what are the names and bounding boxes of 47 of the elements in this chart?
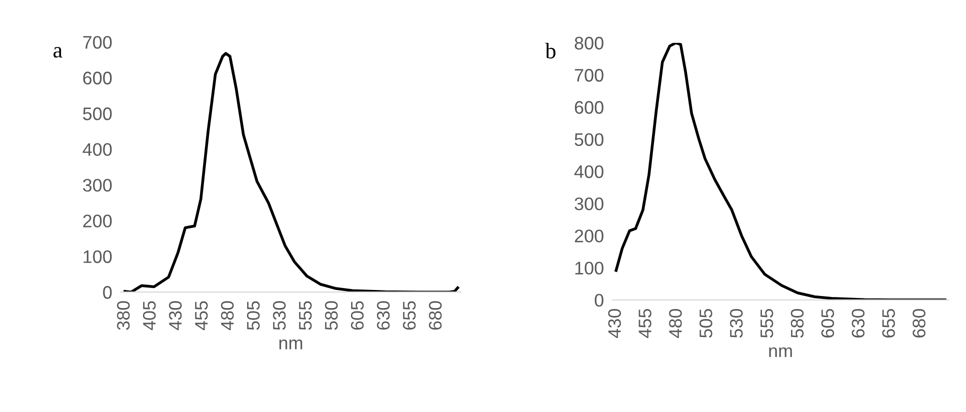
x-tick-label: 580 (790, 308, 804, 338)
y-tick-label: 300 (574, 197, 604, 210)
y-tick-label: 500 (83, 107, 112, 120)
x-tick-label: 680 (912, 308, 926, 338)
x-tick-label: 630 (376, 301, 390, 330)
y-tick-label: 200 (574, 230, 604, 242)
y-tick-label: 600 (83, 72, 112, 84)
y-tick-label: 800 (574, 36, 604, 50)
text: a (54, 47, 62, 58)
x-tick-label: 480 (220, 301, 234, 330)
y-tick-label: 400 (574, 165, 604, 178)
x-tick-label: 480 (669, 308, 682, 338)
x-tick-label: 655 (882, 309, 895, 338)
y-tick-label: 100 (575, 262, 604, 275)
line-series (124, 52, 460, 292)
x-tick-label: 630 (852, 308, 865, 338)
line-series (614, 42, 946, 300)
x-tick-label: 430 (168, 301, 182, 330)
x-tick-label: 605 (821, 309, 834, 338)
y-tick-label: 400 (82, 143, 112, 156)
y-tick-label: 200 (83, 214, 112, 228)
x-tick-label: 530 (272, 301, 286, 330)
y-tick-label: 700 (83, 36, 112, 49)
y-tick-label: 0 (594, 294, 604, 307)
y-tick-label: 300 (82, 178, 112, 192)
x-tick-label: 655 (402, 301, 416, 330)
x-tick-label: 455 (638, 309, 652, 338)
x-axis-title: nm (769, 347, 792, 358)
y-tick-label: 0 (103, 286, 112, 299)
y-tick-label: 600 (574, 101, 604, 114)
x-tick-label: 530 (730, 308, 743, 338)
x-tick-label: 455 (195, 301, 208, 330)
x-tick-label: 555 (299, 301, 312, 330)
x-tick-label: 605 (350, 301, 364, 330)
x-tick-label: 680 (428, 301, 442, 330)
x-axis-title: nm (279, 339, 302, 350)
x-tick-label: 505 (246, 301, 260, 330)
x-tick-label: 430 (608, 308, 621, 338)
y-tick-label: 700 (574, 68, 604, 82)
x-tick-label: 405 (142, 301, 156, 330)
x-tick-label: 505 (700, 309, 712, 338)
x-tick-label: 580 (324, 301, 338, 330)
y-tick-label: 100 (84, 250, 112, 264)
y-tick-label: 500 (574, 133, 604, 146)
x-tick-label: 555 (760, 309, 774, 338)
x-tick-label: 380 (116, 301, 130, 330)
text: b (545, 42, 556, 58)
